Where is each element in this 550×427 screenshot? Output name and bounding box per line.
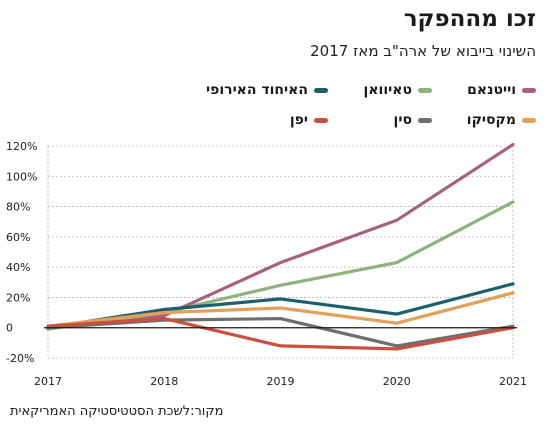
legend-swatch-mexico bbox=[522, 117, 536, 123]
legend-item-mexico: מקסיקו bbox=[432, 112, 536, 128]
legend-swatch-japan bbox=[313, 117, 328, 123]
line-chart: -20% 0 20% 40% 60% 80% 100% 120% 2017 2018 2019 202… bbox=[6, 140, 527, 388]
y-tick-label: 40% bbox=[6, 261, 30, 274]
x-tick-label: 2018 bbox=[150, 375, 178, 388]
chart-title: זכו מההפקר bbox=[403, 6, 536, 32]
y-tick-label: 100% bbox=[6, 170, 37, 183]
grid bbox=[47, 145, 514, 359]
y-tick-label: 0 bbox=[6, 322, 13, 335]
legend-swatch-taiwan bbox=[417, 87, 432, 93]
source-note: מקור:לשכת הסטטיסטיקה האמריקאית bbox=[10, 404, 224, 419]
legend-label-china: סין bbox=[393, 112, 412, 128]
legend-label-taiwan: טאיוואן bbox=[363, 82, 412, 98]
legend: וייטנאם טאיוואן האיחוד האירופי מקסיקו סי… bbox=[206, 82, 536, 128]
y-tick-label: 60% bbox=[6, 231, 30, 244]
y-tick-label: -20% bbox=[6, 352, 34, 365]
x-tick-label: 2017 bbox=[34, 375, 62, 388]
legend-label-vietnam: וייטנאם bbox=[467, 82, 516, 98]
legend-item-china: סין bbox=[328, 112, 432, 128]
x-tick-label: 2019 bbox=[267, 375, 295, 388]
chart-subtitle: השינוי בייבוא של ארה"ב מאז 2017 bbox=[310, 42, 536, 60]
legend-swatch-vietnam bbox=[522, 87, 536, 93]
legend-label-japan: יפן bbox=[289, 112, 308, 128]
series-line-5 bbox=[46, 317, 515, 351]
legend-swatch-china bbox=[417, 117, 432, 123]
y-tick-label: 120% bbox=[6, 140, 37, 153]
x-tick-label: 2020 bbox=[383, 375, 411, 388]
legend-label-mexico: מקסיקו bbox=[466, 112, 516, 128]
axes: -20% 0 20% 40% 60% 80% 100% 120% 2017 2018 2019 202… bbox=[6, 140, 527, 388]
legend-item-vietnam: וייטנאם bbox=[432, 82, 536, 98]
legend-item-eu: האיחוד האירופי bbox=[206, 82, 328, 98]
legend-label-eu: האיחוד האירופי bbox=[206, 82, 308, 98]
y-tick-label: 80% bbox=[6, 201, 30, 214]
y-tick-label: 20% bbox=[6, 291, 30, 304]
series-lines bbox=[46, 142, 515, 351]
legend-item-japan: יפן bbox=[206, 112, 328, 128]
series-line-3 bbox=[46, 291, 515, 328]
x-tick-label: 2021 bbox=[499, 375, 527, 388]
legend-swatch-eu bbox=[313, 87, 328, 93]
legend-item-taiwan: טאיוואן bbox=[328, 82, 432, 98]
